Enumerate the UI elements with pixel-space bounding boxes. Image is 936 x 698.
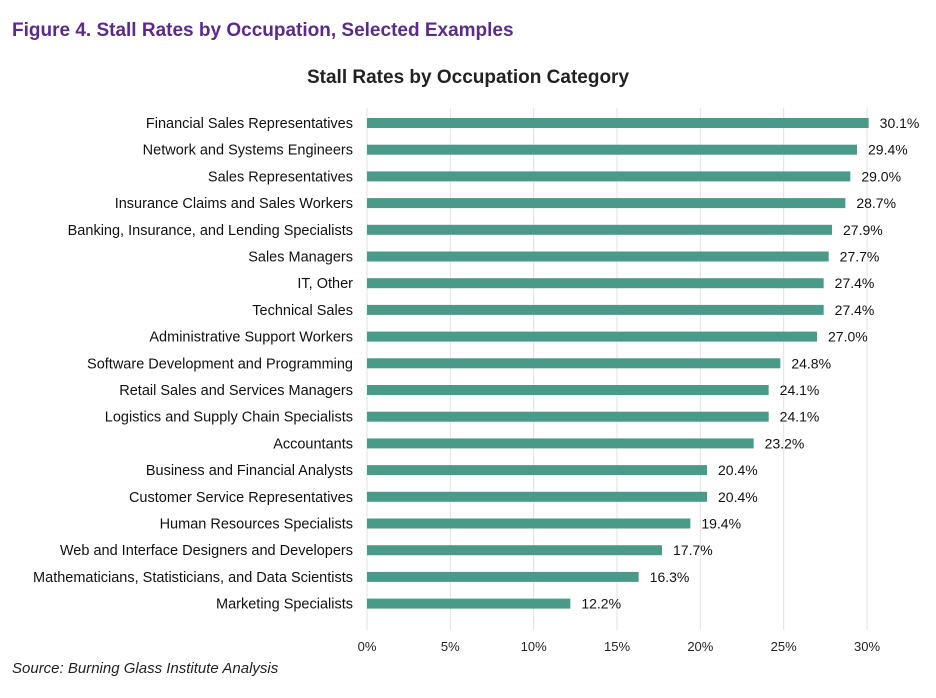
category-labels: Financial Sales Representatives Network a… bbox=[33, 116, 353, 613]
category-label: Customer Service Representatives bbox=[129, 490, 353, 506]
bar bbox=[367, 331, 817, 342]
chart-title: Stall Rates by Occupation Category bbox=[306, 67, 630, 88]
value-label: 19.4% bbox=[701, 516, 741, 532]
value-label: 29.0% bbox=[861, 168, 901, 184]
value-label: 16.3% bbox=[650, 569, 690, 585]
bar bbox=[367, 571, 639, 582]
value-label: 27.7% bbox=[840, 249, 880, 265]
category-label: IT, Other bbox=[297, 276, 353, 292]
value-label: 23.2% bbox=[765, 435, 805, 451]
category-label: Sales Representatives bbox=[208, 169, 353, 185]
bar bbox=[367, 465, 707, 476]
bar bbox=[367, 385, 769, 395]
value-label: 30.1% bbox=[880, 115, 920, 131]
bar bbox=[367, 251, 829, 262]
value-label: 29.4% bbox=[868, 142, 908, 158]
bars bbox=[367, 118, 869, 609]
category-label: Technical Sales bbox=[252, 303, 353, 319]
value-label: 28.7% bbox=[856, 195, 896, 211]
bar bbox=[367, 411, 769, 422]
category-label: Accountants bbox=[273, 436, 353, 452]
x-axis-tick-labels: 0% 5% 10% 15% 20% 25% 30% bbox=[358, 639, 881, 654]
value-label: 24.8% bbox=[791, 355, 831, 371]
value-label: 12.2% bbox=[581, 596, 621, 612]
category-label: Network and Systems Engineers bbox=[143, 143, 353, 159]
value-label: 20.4% bbox=[718, 489, 758, 505]
value-label: 27.9% bbox=[843, 222, 883, 238]
value-label: 27.0% bbox=[828, 329, 868, 345]
category-label: Human Resources Specialists bbox=[160, 517, 353, 533]
value-label: 17.7% bbox=[673, 542, 713, 558]
bar bbox=[367, 198, 846, 209]
category-label: Retail Sales and Services Managers bbox=[119, 383, 353, 399]
bar bbox=[367, 304, 824, 315]
x-tick-label: 5% bbox=[441, 639, 460, 654]
category-label: Financial Sales Representatives bbox=[146, 116, 353, 132]
value-label: 24.1% bbox=[780, 409, 820, 425]
x-tick-label: 0% bbox=[358, 639, 377, 654]
bar bbox=[367, 518, 691, 529]
category-label: Logistics and Supply Chain Specialists bbox=[105, 410, 353, 426]
x-tick-label: 15% bbox=[604, 639, 630, 654]
value-label: 27.4% bbox=[835, 302, 875, 318]
category-label: Mathematicians, Statisticians, and Data … bbox=[33, 570, 353, 586]
figure-title: Figure 4. Stall Rates by Occupation, Sel… bbox=[12, 20, 514, 41]
category-label: Insurance Claims and Sales Workers bbox=[115, 196, 353, 212]
bar bbox=[367, 224, 832, 235]
value-label: 24.1% bbox=[780, 382, 820, 398]
bar bbox=[367, 438, 754, 449]
category-label: Banking, Insurance, and Lending Speciali… bbox=[68, 223, 353, 239]
bar bbox=[367, 171, 851, 182]
category-label: Sales Managers bbox=[248, 250, 353, 266]
category-label: Business and Financial Analysts bbox=[146, 463, 353, 479]
bar bbox=[367, 278, 824, 289]
category-label: Web and Interface Designers and Develope… bbox=[60, 543, 353, 559]
source-note: Source: Burning Glass Institute Analysis bbox=[12, 660, 279, 677]
category-label: Administrative Support Workers bbox=[149, 330, 353, 346]
x-tick-label: 25% bbox=[771, 639, 797, 654]
x-tick-label: 20% bbox=[687, 639, 713, 654]
bar bbox=[367, 545, 662, 556]
x-tick-label: 10% bbox=[521, 639, 547, 654]
bar bbox=[367, 118, 869, 128]
bar bbox=[367, 144, 857, 155]
bar bbox=[367, 491, 707, 502]
value-label: 20.4% bbox=[718, 462, 758, 478]
bar bbox=[367, 358, 781, 369]
category-label: Software Development and Programming bbox=[87, 356, 353, 372]
x-tick-label: 30% bbox=[854, 639, 880, 654]
gridlines bbox=[366, 108, 868, 630]
bar bbox=[367, 598, 571, 609]
value-label: 27.4% bbox=[835, 275, 875, 291]
value-labels: 30.1% 29.4% 29.0% 28.7% 27.9% 27.7% 27.4% 27.4%… bbox=[581, 115, 919, 612]
category-label: Marketing Specialists bbox=[216, 597, 353, 613]
